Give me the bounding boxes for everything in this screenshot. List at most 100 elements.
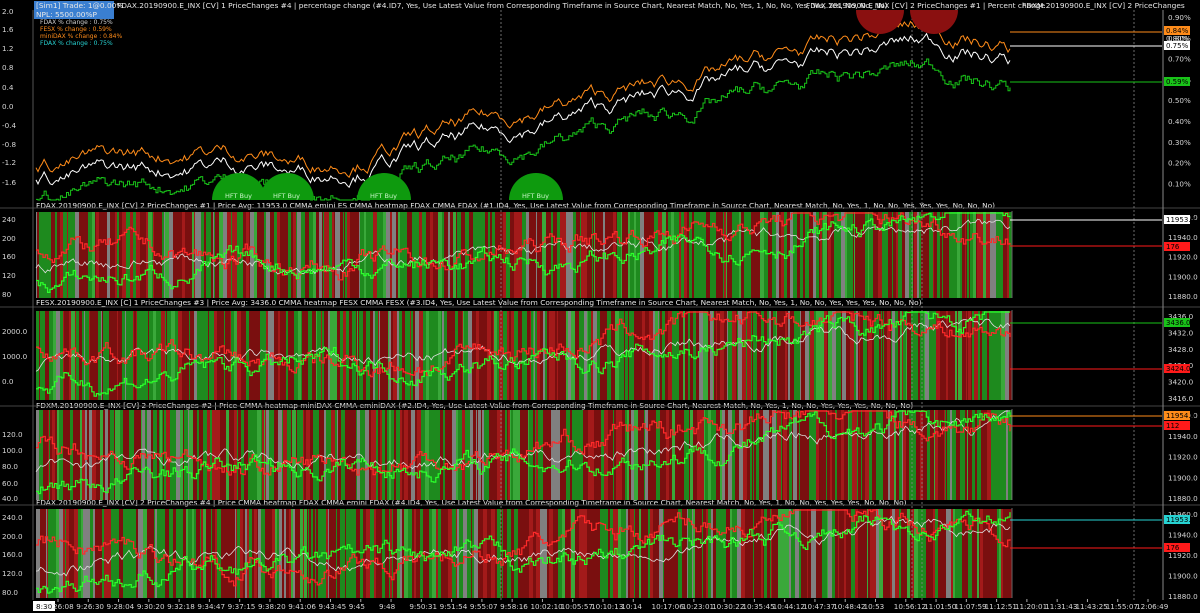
heatmap-stripe <box>176 410 180 500</box>
heatmap-stripe <box>236 212 237 298</box>
heatmap-stripe <box>720 212 721 298</box>
heatmap-stripe <box>343 311 346 400</box>
heatmap-stripe <box>590 410 594 500</box>
heatmap-stripe <box>274 410 278 500</box>
heatmap-stripe <box>935 509 938 598</box>
heatmap-stripe <box>852 410 855 500</box>
heatmap-stripe <box>982 311 986 400</box>
heatmap-stripe <box>600 509 602 598</box>
heatmap-stripe <box>727 212 729 298</box>
heatmap-stripe <box>818 509 820 598</box>
heatmap-stripe <box>376 509 379 598</box>
heatmap-stripe <box>842 311 846 400</box>
heatmap-stripe <box>269 410 273 500</box>
heatmap-stripe <box>99 212 101 298</box>
heatmap-stripe <box>431 311 435 400</box>
right-axis-tick: 3436.0 <box>1168 312 1194 321</box>
heatmap-stripe <box>165 509 169 598</box>
heatmap-stripe <box>237 212 241 298</box>
heatmap-stripe <box>994 509 995 598</box>
heatmap-stripe <box>706 509 707 598</box>
time-axis-tick: 9:43:45 <box>319 602 347 611</box>
heatmap-stripe <box>863 311 866 400</box>
heatmap-stripe <box>514 212 518 298</box>
heatmap-stripe <box>257 311 260 400</box>
heatmap-stripe <box>767 212 768 298</box>
heatmap-stripe <box>400 509 402 598</box>
heatmap-stripe <box>943 509 946 598</box>
heatmap-stripe <box>608 410 609 500</box>
heatmap-stripe <box>857 410 858 500</box>
panel-header-fdax: FDAX.20190900.E_INX [CV] 2 PriceChanges … <box>36 201 995 210</box>
heatmap-stripe <box>78 509 81 598</box>
heatmap-stripe <box>777 410 781 500</box>
heatmap-stripe <box>231 212 232 298</box>
value-tag-bg <box>1164 411 1190 420</box>
heatmap-stripe <box>912 509 914 598</box>
heatmap-stripe <box>148 212 152 298</box>
heatmap-stripe <box>341 410 345 500</box>
heatmap-stripe <box>369 410 371 500</box>
heatmap-stripe <box>183 410 184 500</box>
right-axis-tick: 11960.0 <box>1168 510 1198 519</box>
heatmap-stripe <box>383 410 385 500</box>
heatmap-stripe <box>50 410 52 500</box>
heatmap-stripe <box>482 410 484 500</box>
heatmap-stripe <box>996 212 1000 298</box>
heatmap-stripe <box>96 410 100 500</box>
heatmap-stripe <box>873 212 877 298</box>
heatmap-stripe <box>165 212 169 298</box>
heatmap-stripe <box>39 410 43 500</box>
hft-buy-label: HFT Buy <box>273 192 300 200</box>
heatmap-stripe <box>186 509 188 598</box>
heatmap-stripe <box>992 212 995 298</box>
heatmap-stripe <box>741 509 745 598</box>
heatmap-stripe <box>759 212 760 298</box>
heatmap-stripe <box>967 311 968 400</box>
heatmap-stripe <box>634 212 636 298</box>
left-axis-tick: 2000.0 <box>2 327 28 336</box>
heatmap-stripe <box>946 311 948 400</box>
heatmap-stripe <box>820 212 822 298</box>
heatmap-stripe <box>856 212 859 298</box>
heatmap-stripe <box>990 212 992 298</box>
heatmap-stripe <box>115 212 117 298</box>
heatmap-band <box>36 508 1013 598</box>
heatmap-stripe <box>193 410 197 500</box>
hft-buy-label: HFT Buy <box>370 192 397 200</box>
value-tag: 3424.0 <box>1166 365 1191 373</box>
heatmap-stripe <box>493 410 497 500</box>
heatmap-stripe <box>855 212 856 298</box>
heatmap-stripe <box>868 311 872 400</box>
heatmap-stripe <box>907 410 909 500</box>
heatmap-stripe <box>85 212 86 298</box>
time-axis-tick: 9:55:07 <box>470 602 498 611</box>
heatmap-stripe <box>266 311 268 400</box>
heatmap-stripe <box>920 410 923 500</box>
heatmap-stripe <box>656 410 660 500</box>
heatmap-stripe <box>291 509 293 598</box>
heatmap-stripe <box>854 311 856 400</box>
time-axis-tick: 9:37:15 <box>228 602 256 611</box>
right-axis-tick: 11920.0 <box>1168 453 1198 462</box>
heatmap-stripe <box>946 410 947 500</box>
sim-trade-badge[interactable] <box>34 1 114 19</box>
heatmap-stripe <box>732 410 735 500</box>
heatmap-stripe <box>772 311 773 400</box>
heatmap-stripe <box>521 509 525 598</box>
heatmap-stripe <box>387 410 389 500</box>
heatmap-stripe <box>261 410 262 500</box>
heatmap-stripe <box>568 311 571 400</box>
heatmap-stripe <box>114 311 116 400</box>
heatmap-stripe <box>690 509 692 598</box>
heatmap-stripe <box>540 311 543 400</box>
heatmap-stripe <box>217 311 220 400</box>
time-axis-tick: 9:26:30 <box>76 602 104 611</box>
heatmap-stripe <box>1006 311 1009 400</box>
heatmap-stripe <box>916 410 919 500</box>
heatmap-stripe <box>110 410 114 500</box>
heatmap-stripe <box>464 311 468 400</box>
heatmap-stripe <box>60 311 61 400</box>
heatmap-stripe <box>566 410 570 500</box>
